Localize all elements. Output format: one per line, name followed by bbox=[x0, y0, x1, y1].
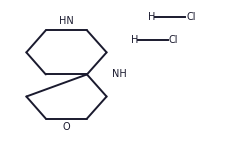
Text: O: O bbox=[62, 122, 70, 132]
Text: HN: HN bbox=[59, 16, 74, 26]
Text: Cl: Cl bbox=[169, 35, 178, 45]
Text: NH: NH bbox=[112, 69, 127, 80]
Text: H: H bbox=[148, 12, 155, 22]
Text: H: H bbox=[131, 35, 138, 45]
Text: Cl: Cl bbox=[186, 12, 196, 22]
